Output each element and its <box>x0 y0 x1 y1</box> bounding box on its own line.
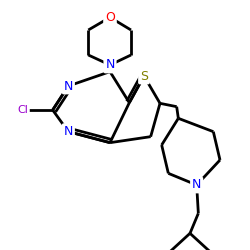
Text: O: O <box>105 11 115 24</box>
Text: N: N <box>64 125 73 138</box>
Text: N: N <box>105 58 115 71</box>
Text: N: N <box>64 80 73 92</box>
Text: Cl: Cl <box>17 105 28 115</box>
Text: N: N <box>192 178 201 192</box>
Text: S: S <box>140 70 148 82</box>
